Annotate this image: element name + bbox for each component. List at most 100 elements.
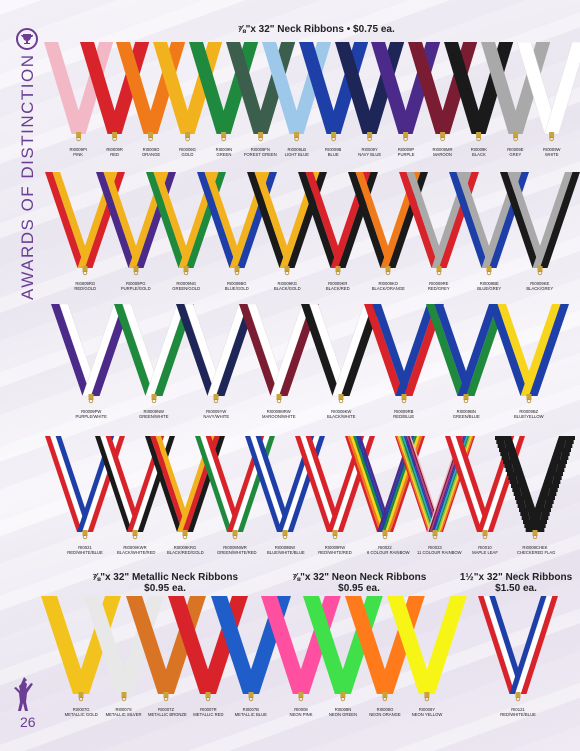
clip-icon <box>213 394 219 400</box>
clip-icon <box>403 132 409 138</box>
check-square <box>524 500 533 504</box>
ribbon-label: RI0121 RED/WHITE/BLUE <box>500 707 536 717</box>
ribbon-stripe <box>295 436 333 532</box>
ribbon-label: RI0009KO BLACK/ORANGE <box>370 281 406 291</box>
check-square <box>511 484 519 488</box>
check-square <box>503 436 511 440</box>
ribbon-graphic <box>126 596 206 702</box>
check-square <box>556 468 565 472</box>
ribbon-color-name: BLUE/WHITE/BLUE <box>267 550 305 555</box>
check-square <box>559 436 567 440</box>
ribbon-label: RI0009KE BLACK/GREY <box>522 281 558 291</box>
ribbon-stripe <box>255 436 293 532</box>
ribbon-code: RI0009MRW <box>266 409 291 414</box>
ribbon-stripe <box>489 596 527 694</box>
ribbon-ri0008o: RI0008O NEON ORANGE <box>345 596 425 722</box>
ribbon-stripe <box>456 172 497 268</box>
ribbon-label: RI0009LB LIGHT BLUE <box>279 147 315 157</box>
ribbon-color-name: GREEN/GOLD <box>172 286 201 291</box>
ribbon-stripe <box>152 42 195 134</box>
check-square <box>543 484 551 488</box>
check-square <box>497 444 506 448</box>
clip-icon <box>282 530 288 536</box>
ribbon-color-name: BLACK/WHITE/RED <box>117 550 156 555</box>
ribbon-stripe <box>399 436 433 532</box>
ribbon-color-name: RED/GREY <box>427 286 450 291</box>
ribbon-graphic <box>480 42 550 142</box>
ribbon-code: RI0009O <box>142 147 160 152</box>
metallic-price: $0.95 ea. <box>144 583 186 594</box>
metallic-title-text: ⅞"x 32" Metallic Neck Ribbons <box>91 572 239 583</box>
neck-ribbons-title: ⅞"x 32" Neck Ribbons • $0.75 ea. <box>237 24 395 35</box>
jump-ring-icon <box>83 270 88 276</box>
clip-icon <box>385 266 391 272</box>
ribbon-stripe <box>253 42 295 134</box>
check-square <box>520 512 529 516</box>
jump-ring-icon <box>464 398 469 404</box>
ribbon-code: RI0009RB <box>394 409 414 414</box>
ribbon-code: RI0007G <box>72 707 90 712</box>
ribbon-color-name: BLACK/GREY <box>526 286 554 291</box>
check-square <box>543 508 551 512</box>
check-square <box>552 456 561 460</box>
ribbon-stripe <box>204 172 245 268</box>
jump-ring-icon <box>432 534 438 540</box>
ribbon-label: RI0009MRW MAROON/WHITE <box>261 409 297 419</box>
jump-ring-icon <box>82 534 88 540</box>
check-square <box>537 524 546 528</box>
clip-icon <box>512 132 518 138</box>
ribbon-label: RI0009RG RED/GOLD <box>67 281 103 291</box>
ribbon-label: RI0009Y NAVY BLUE <box>352 147 388 157</box>
ribbon-ri0009o: RI0009O ORANGE <box>116 42 186 162</box>
ribbon-graphic <box>116 42 186 142</box>
ribbon-stripe <box>43 42 86 134</box>
ribbon-color-name: MAPLE LEAF <box>472 550 498 555</box>
ribbon-graphic <box>189 42 259 142</box>
jump-ring-icon <box>184 270 189 276</box>
ribbon-code: RI0009RW <box>324 545 346 550</box>
clip-icon <box>439 132 445 138</box>
check-square <box>527 508 535 512</box>
ribbon-stripe <box>434 304 475 396</box>
jump-ring-icon <box>214 398 219 404</box>
jump-ring-icon <box>386 270 391 276</box>
ribbon-stripe <box>348 172 389 268</box>
clip-icon <box>298 692 304 698</box>
ribbon-graphic <box>168 596 249 702</box>
clip-icon <box>526 394 532 400</box>
ribbon-code: RI0009NW <box>143 409 164 414</box>
jump-ring-icon <box>532 534 538 540</box>
ribbon-graphic <box>238 303 319 404</box>
check-square <box>511 460 519 464</box>
ribbon-ri0009k: RI0009K BLACK <box>444 42 514 162</box>
clip-icon <box>436 266 442 272</box>
ribbon-graphic <box>51 303 132 404</box>
trophy-figure-icon <box>14 676 36 717</box>
check-square <box>555 448 563 452</box>
ribbon-stripe <box>435 42 478 134</box>
ribbon-color-name: METALLIC SILVER <box>105 712 142 717</box>
check-square <box>509 480 518 484</box>
ribbon-color-name: RED/GOLD <box>74 286 97 291</box>
ribbon-stripe <box>116 42 159 134</box>
check-square <box>557 464 566 468</box>
ribbon-graphic <box>262 42 332 142</box>
clip-icon <box>463 394 469 400</box>
ribbon-stripe <box>245 436 283 532</box>
ribbon-ri0009ng: RI0009NG GREEN/GOLD <box>146 172 227 296</box>
ribbon-ri0009w: RI0009W WHITE <box>516 41 580 162</box>
ribbon-graphic <box>407 42 478 142</box>
ribbon-stripe <box>407 42 450 134</box>
ribbon-stripe <box>95 172 136 268</box>
check-square <box>555 472 563 476</box>
ribbon-ri0009pw: RI0009PW PURPLE/WHITE <box>51 303 132 424</box>
ribbon-stripe <box>449 172 490 268</box>
ribbon-code: RI0009NWR <box>223 545 247 550</box>
check-square <box>516 476 525 480</box>
jump-ring-icon <box>182 534 188 540</box>
check-square <box>525 504 534 508</box>
ribbon-label: RI0007Z METALLIC BRONZE <box>148 707 187 717</box>
ribbon-stripe <box>153 304 194 396</box>
ribbon-code: RI0021 <box>78 545 92 550</box>
ribbon-label: RI0009W WHITE <box>534 147 570 157</box>
